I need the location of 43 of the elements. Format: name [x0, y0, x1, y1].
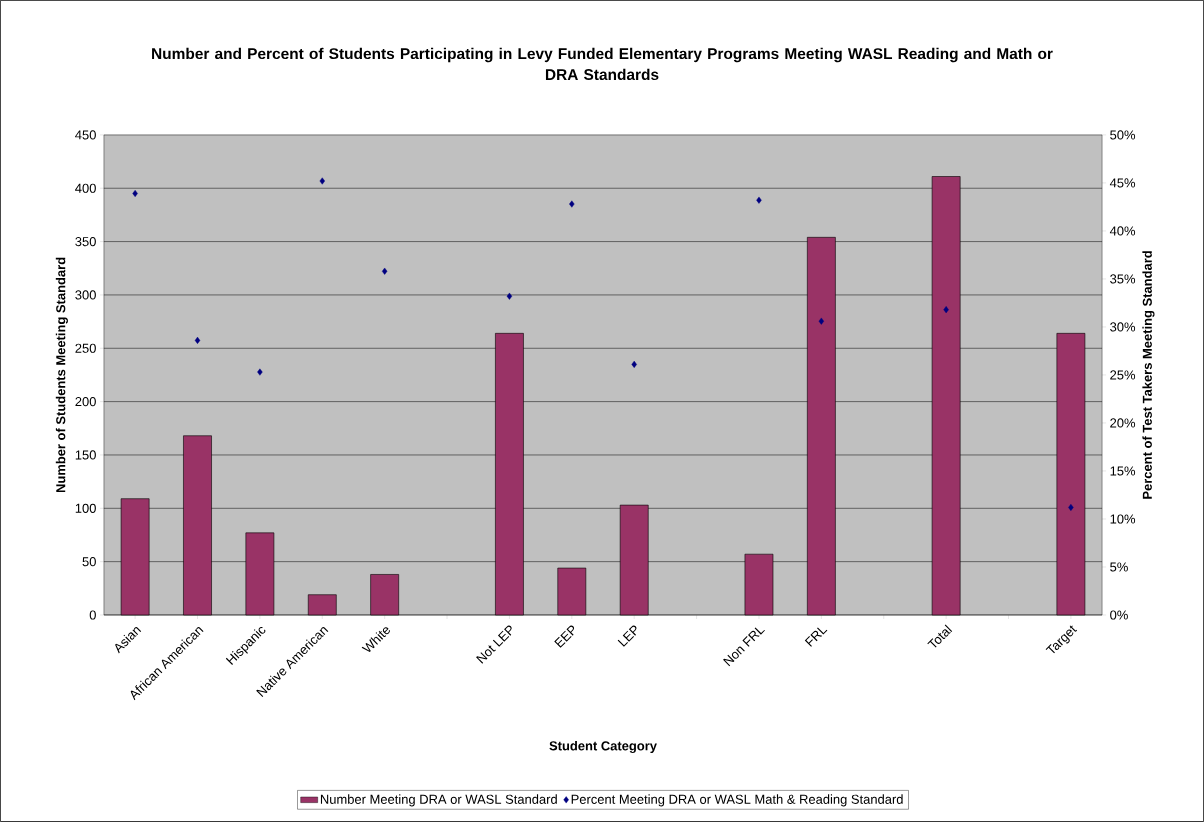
legend-label: Percent Meeting DRA or WASL Math & Reading Standard — [571, 794, 903, 807]
point — [257, 368, 263, 376]
point — [1068, 503, 1074, 511]
y2-tick-label: 45% — [1109, 178, 1136, 188]
y2-tick-label: 20% — [1110, 418, 1136, 428]
chart-title: Number and Percent of Students Participating in Levy Funded Elementary Programs Meeting WASL Reading and Math or DRA Standards — [152, 47, 1053, 81]
x-tick-label: LEP — [617, 625, 637, 647]
y2-tick-label: 5% — [1110, 562, 1128, 572]
y2-tick-label: 30% — [1110, 322, 1136, 332]
y2-tick-label: 50% — [1110, 130, 1136, 140]
point — [319, 177, 325, 185]
point — [818, 317, 825, 325]
x-tick-label: FRL — [804, 627, 828, 647]
y2-tick-label: 0% — [1110, 610, 1128, 620]
point — [943, 306, 949, 314]
y-tick-label: 150 — [75, 450, 96, 460]
x-tick-label: Non FRL — [723, 627, 765, 667]
y2-axis-title: Percent of Test Takers Meeting Standard — [1142, 251, 1155, 499]
y2-tick-label: 40% — [1109, 226, 1136, 236]
y2-tick-label: 25% — [1110, 370, 1136, 380]
y-tick-label: 450 — [75, 130, 96, 140]
y2-tick-label: 10% — [1110, 514, 1136, 524]
point — [194, 336, 201, 344]
point — [756, 196, 762, 204]
y-tick-label: 100 — [75, 503, 96, 513]
y-tick-label: 50 — [82, 557, 96, 567]
point — [132, 190, 138, 198]
legend-label: Number Meeting DRA or WASL Standard — [320, 794, 557, 807]
y2-tick-label: 15% — [1110, 466, 1136, 476]
y-axis-title: Number of Students Meeting Standard — [55, 257, 68, 493]
y-tick-label: 250 — [75, 343, 96, 353]
point — [569, 200, 575, 208]
point — [631, 360, 637, 368]
y-tick-label: 300 — [75, 290, 96, 300]
y-tick-label: 350 — [75, 237, 96, 247]
x-tick-label: Not LEP — [476, 625, 512, 664]
y-tick-label: 200 — [75, 397, 96, 407]
point — [506, 292, 513, 300]
x-axis-title: Student Category — [549, 740, 657, 754]
point — [381, 267, 388, 275]
y-tick-label: 400 — [75, 183, 96, 193]
y2-tick-label: 35% — [1110, 274, 1136, 284]
y-tick-label: 0 — [89, 610, 96, 620]
